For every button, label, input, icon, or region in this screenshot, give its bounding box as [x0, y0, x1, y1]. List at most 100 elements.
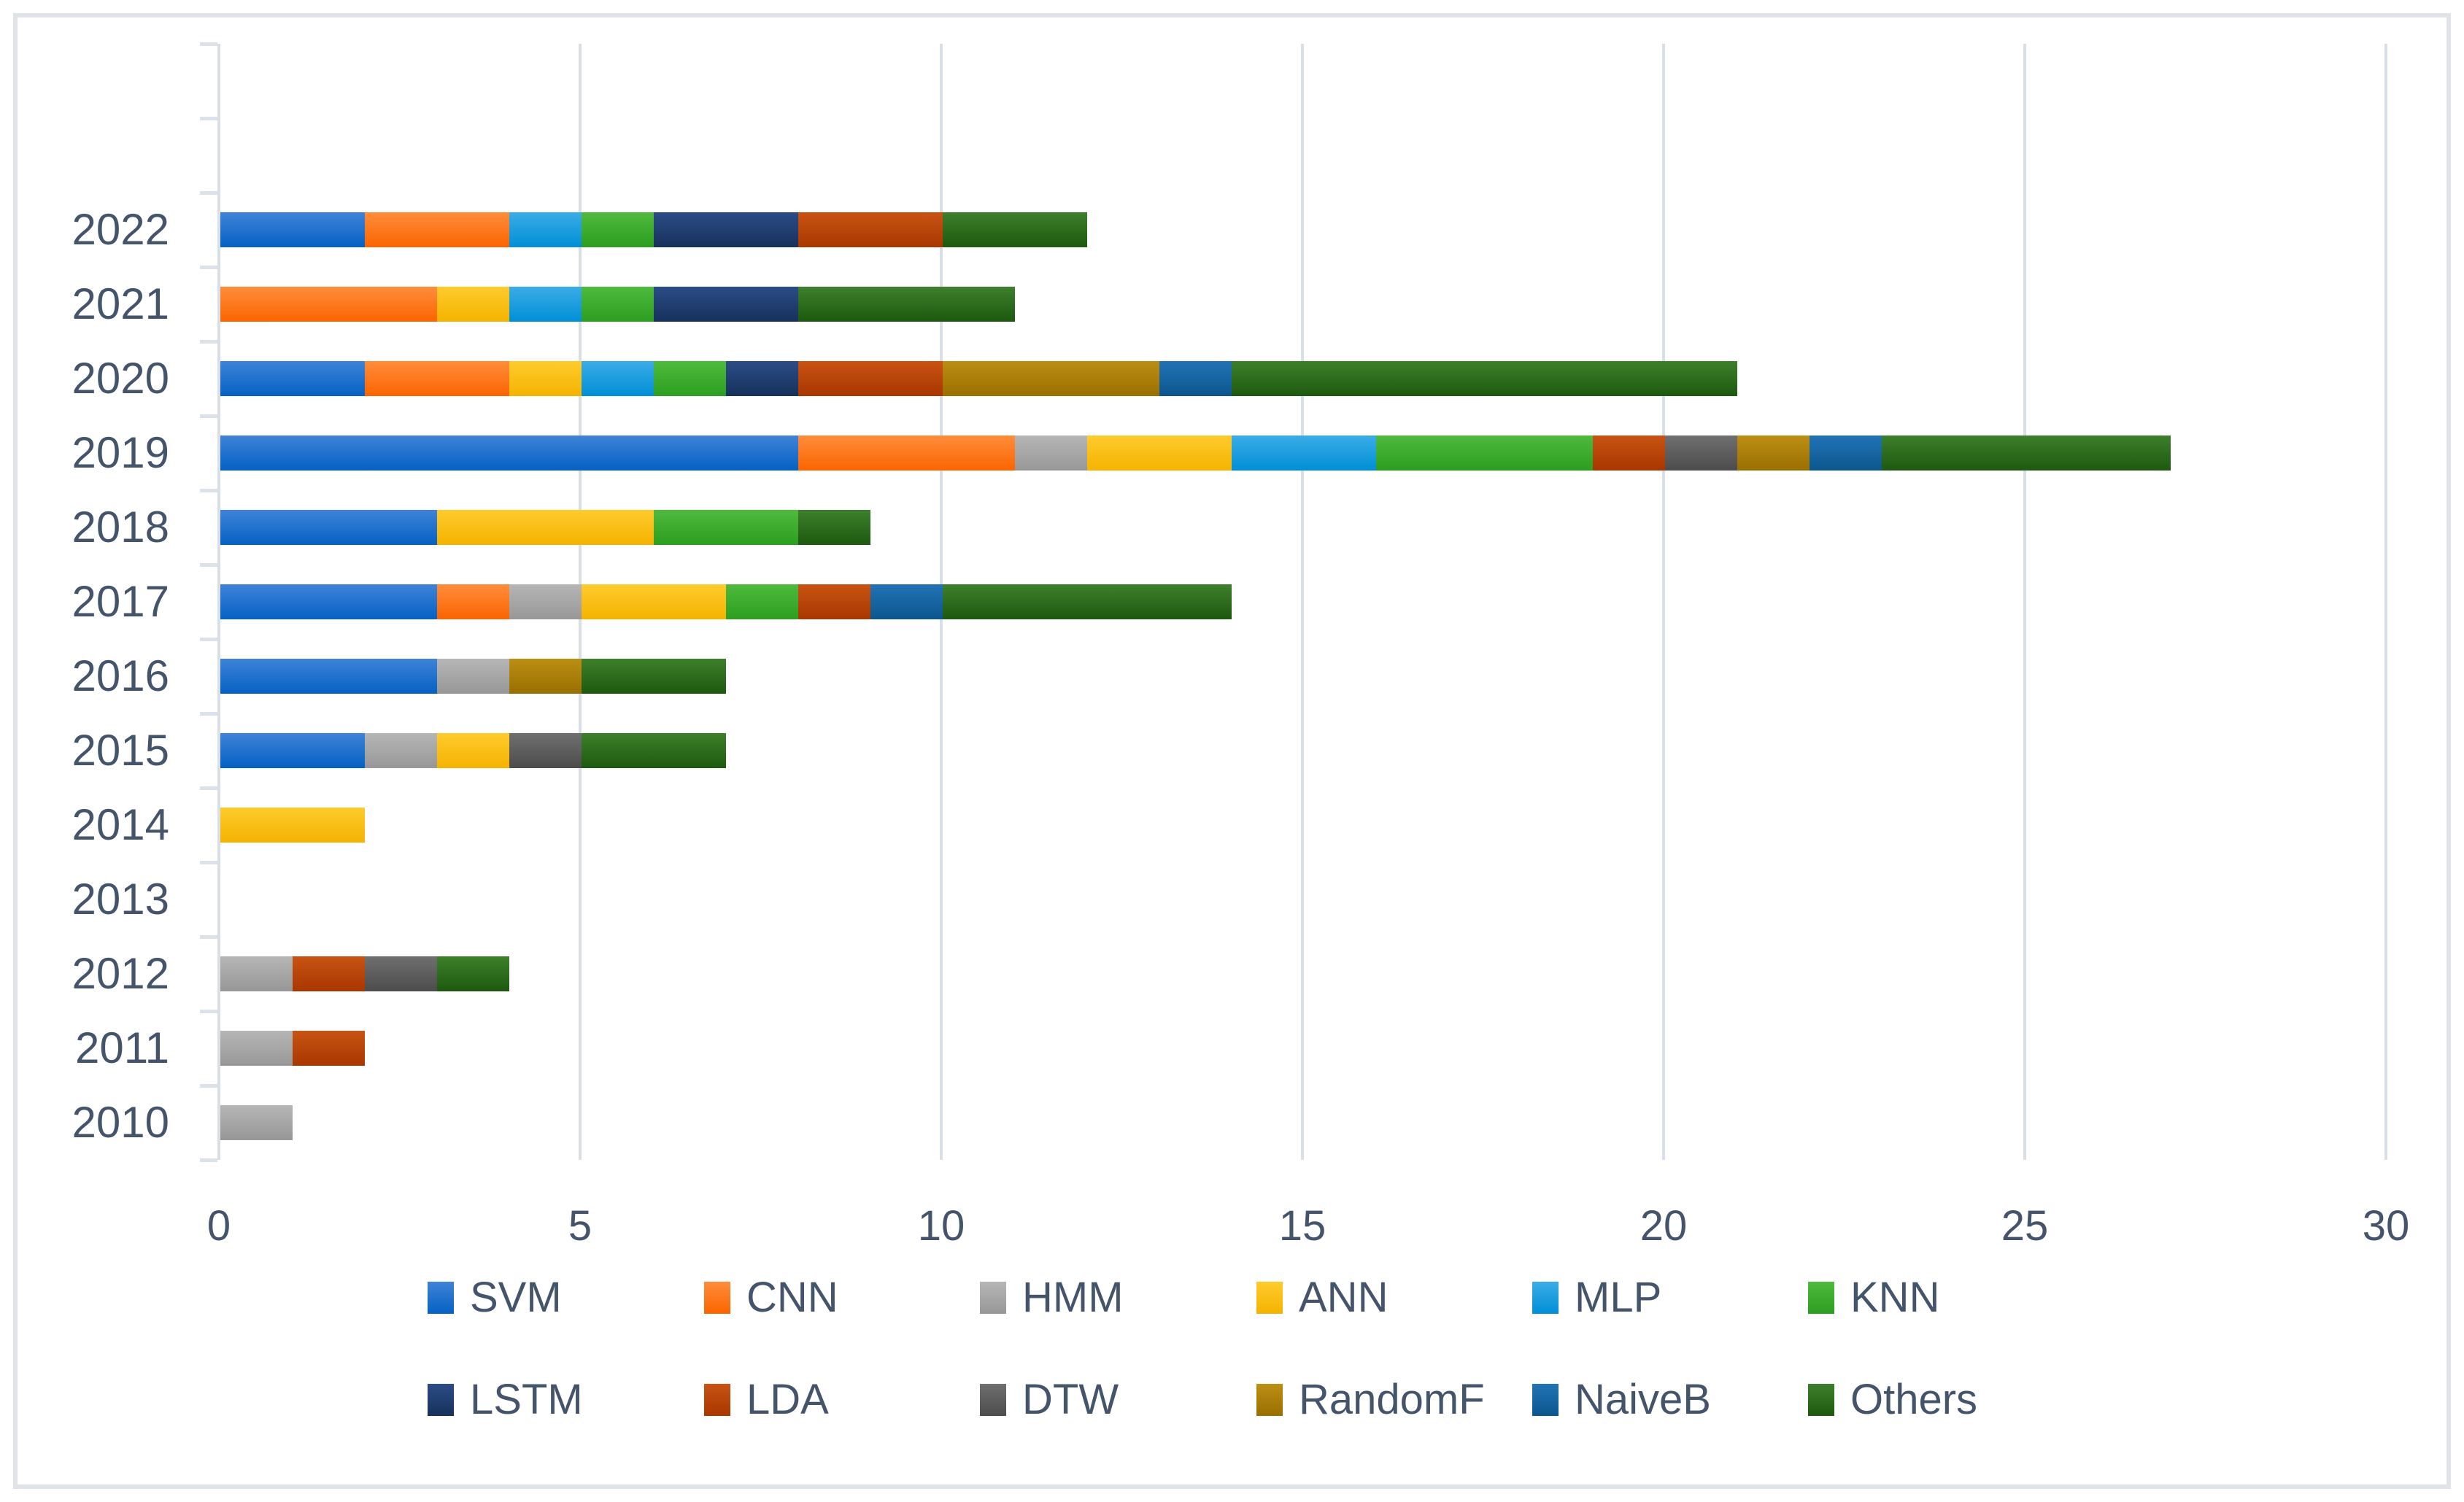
legend-label-NaiveB: NaiveB	[1575, 1376, 1711, 1423]
x-axis-label-10: 10	[917, 1202, 965, 1250]
bar-segment-2015-Others	[582, 733, 726, 768]
bar-segment-2020-RandomF	[943, 361, 1159, 396]
bar-segment-2020-LDA	[798, 361, 943, 396]
y-axis-label-2018: 2018	[72, 503, 169, 551]
x-axis-label-5: 5	[568, 1202, 592, 1250]
y-axis-tick	[200, 42, 217, 46]
x-axis-label-20: 20	[1640, 1202, 1688, 1250]
bar-segment-2020-MLP	[582, 361, 654, 396]
bar-row-2012	[220, 956, 2387, 991]
legend-item-CNN: CNN	[704, 1277, 838, 1319]
bar-row-2016	[220, 659, 2387, 694]
legend-label-RandomF: RandomF	[1299, 1376, 1485, 1423]
y-axis-tick	[200, 340, 217, 344]
legend-label-DTW: DTW	[1022, 1376, 1119, 1423]
legend-item-LSTM: LSTM	[428, 1379, 583, 1421]
bar-row-2010	[220, 1105, 2387, 1140]
bar-segment-2022-KNN	[582, 212, 654, 247]
y-axis-tick	[200, 489, 217, 492]
bar-segment-2020-SVM	[220, 361, 365, 396]
y-axis-tick	[200, 117, 217, 120]
bar-segment-2021-MLP	[509, 287, 582, 322]
x-axis-label-15: 15	[1278, 1202, 1326, 1250]
bar-row-2013	[220, 882, 2387, 917]
bar-row-2020	[220, 361, 2387, 396]
bar-segment-2019-LDA	[1593, 435, 1665, 471]
y-axis-label-2014: 2014	[72, 800, 169, 849]
legend-label-LSTM: LSTM	[470, 1376, 583, 1423]
bar-segment-2019-KNN	[1376, 435, 1593, 471]
bar-row-2018	[220, 510, 2387, 545]
legend-item-ANN: ANN	[1256, 1277, 1388, 1319]
legend-marker-NaiveB	[1532, 1384, 1559, 1416]
legend-label-HMM: HMM	[1022, 1274, 1124, 1321]
bar-row-2015	[220, 733, 2387, 768]
bar-segment-2017-Others	[943, 584, 1232, 619]
x-axis-label-25: 25	[2001, 1202, 2049, 1250]
bar-segment-2020-KNN	[654, 361, 726, 396]
legend-item-DTW: DTW	[980, 1379, 1119, 1421]
y-axis-tick	[200, 1010, 217, 1013]
bar-segment-2021-LSTM	[654, 287, 798, 322]
legend-marker-RandomF	[1256, 1384, 1283, 1416]
bar-segment-2019-RandomF	[1737, 435, 1810, 471]
bar-row-2011	[220, 1031, 2387, 1066]
gridline	[1662, 44, 1665, 1160]
bar-segment-2015-DTW	[509, 733, 582, 768]
legend-label-Others: Others	[1850, 1376, 1978, 1423]
bar-segment-2018-SVM	[220, 510, 437, 545]
y-axis-tick	[200, 861, 217, 864]
gridline	[1301, 44, 1304, 1160]
y-axis-tick	[200, 638, 217, 641]
bar-segment-2022-CNN	[365, 212, 509, 247]
y-axis-tick	[200, 1084, 217, 1088]
y-axis-tick	[200, 1158, 217, 1162]
bar-segment-2020-Others	[1232, 361, 1737, 396]
legend-marker-LSTM	[428, 1384, 454, 1416]
bar-segment-2019-NaiveB	[1810, 435, 1882, 471]
y-axis-tick	[200, 191, 217, 195]
y-axis-label-2021: 2021	[72, 279, 169, 328]
legend-item-SVM: SVM	[428, 1277, 562, 1319]
bar-segment-2017-NaiveB	[870, 584, 943, 619]
bar-segment-2019-HMM	[1015, 435, 1087, 471]
bar-segment-2017-ANN	[582, 584, 726, 619]
bar-segment-2015-SVM	[220, 733, 365, 768]
bar-segment-2021-KNN	[582, 287, 654, 322]
bar-segment-2016-SVM	[220, 659, 437, 694]
bar-segment-2017-HMM	[509, 584, 582, 619]
y-axis-label-2020: 2020	[72, 354, 169, 403]
legend-item-HMM: HMM	[980, 1277, 1124, 1319]
bar-segment-2011-HMM	[220, 1031, 293, 1066]
legend-item-NaiveB: NaiveB	[1532, 1379, 1711, 1421]
bar-segment-2012-HMM	[220, 956, 293, 991]
legend-item-MLP: MLP	[1532, 1277, 1661, 1319]
y-axis-label-2011: 2011	[74, 1023, 169, 1072]
bar-segment-2012-DTW	[365, 956, 437, 991]
bar-row-2017	[220, 584, 2387, 619]
legend-label-LDA: LDA	[746, 1376, 829, 1423]
y-axis-tick	[200, 563, 217, 567]
bar-segment-2021-Others	[798, 287, 1015, 322]
y-axis-label-2017: 2017	[72, 577, 169, 626]
bar-segment-2011-LDA	[293, 1031, 365, 1066]
bar-segment-2012-Others	[437, 956, 509, 991]
bar-segment-2021-ANN	[437, 287, 509, 322]
bar-segment-2012-LDA	[293, 956, 365, 991]
bar-segment-2016-RandomF	[509, 659, 582, 694]
legend-marker-CNN	[704, 1282, 730, 1314]
legend-item-RandomF: RandomF	[1256, 1379, 1485, 1421]
legend-item-KNN: KNN	[1808, 1277, 1939, 1319]
bar-segment-2016-HMM	[437, 659, 509, 694]
y-axis-label-2016: 2016	[72, 651, 169, 700]
bar-segment-2019-DTW	[1665, 435, 1737, 471]
bar-segment-2020-CNN	[365, 361, 509, 396]
bar-row-2021	[220, 287, 2387, 322]
bar-segment-2017-CNN	[437, 584, 509, 619]
bar-row-2022	[220, 212, 2387, 247]
bar-segment-2016-Others	[582, 659, 726, 694]
y-axis-tick	[200, 266, 217, 269]
x-axis-label-0: 0	[206, 1202, 231, 1250]
y-axis-label-2013: 2013	[72, 875, 169, 924]
